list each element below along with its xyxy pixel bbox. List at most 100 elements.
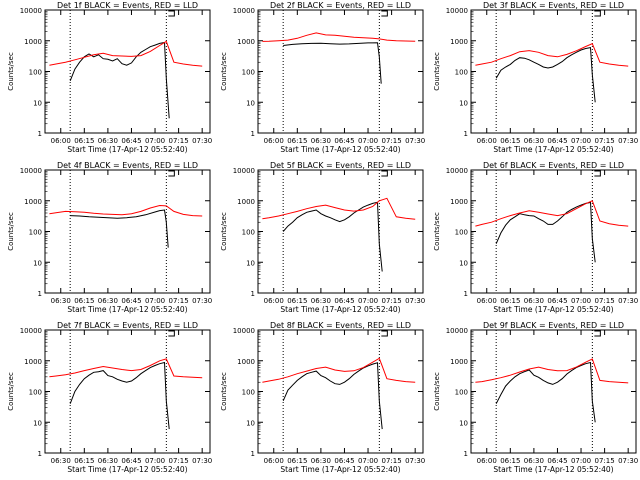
- series-line-lld: [49, 204, 203, 217]
- x-tick-label: 07:00: [571, 297, 591, 305]
- y-axis-label: Counts/sec: [7, 52, 15, 91]
- x-tick-label: 06:30: [311, 457, 331, 465]
- series-line-events: [495, 361, 596, 423]
- series-line-lld: [475, 200, 629, 227]
- chart-panel-4: Det 4f BLACK = Events, RED = LLD 1 10 100 10…: [7, 161, 212, 314]
- x-tick-label: 06:45: [121, 457, 141, 465]
- chart-panel-3: Det 3f BLACK = Events, RED = LLD 1 10 100 10…: [433, 1, 638, 154]
- x-tick-label: 06:00: [264, 457, 284, 465]
- x-tick-label: 07:00: [571, 457, 591, 465]
- y-axis-label: Counts/sec: [433, 52, 441, 91]
- x-tick-label: 06:45: [334, 457, 354, 465]
- x-tick-label: 06:00: [477, 457, 497, 465]
- y-tick-label: 10: [459, 99, 468, 107]
- y-axis-label: Counts/sec: [7, 372, 15, 411]
- series-line-lld: [475, 43, 629, 67]
- y-tick-label: 10000: [20, 7, 42, 15]
- y-tick-label: 10: [246, 259, 255, 267]
- y-tick-label: 1000: [237, 38, 255, 46]
- y-tick-label: 10: [33, 99, 42, 107]
- x-tick-label: 07:00: [145, 457, 165, 465]
- x-axis-label: Start Time (17-Apr-12 05:52:40): [280, 305, 400, 314]
- series-line-lld: [49, 40, 203, 67]
- x-tick-label: 07:00: [571, 137, 591, 145]
- x-tick-label: 06:00: [264, 297, 284, 305]
- y-tick-label: 100: [242, 389, 255, 397]
- y-tick-label: 1000: [24, 358, 42, 366]
- y-axis-label: Counts/sec: [433, 212, 441, 251]
- y-axis-label: Counts/sec: [220, 212, 228, 251]
- x-axis-label: Start Time (17-Apr-12 05:52:40): [67, 145, 187, 154]
- y-tick-label: 1000: [237, 358, 255, 366]
- x-tick-label: 07:00: [358, 457, 378, 465]
- y-tick-label: 1: [38, 290, 42, 298]
- x-axis-label: Start Time (17-Apr-12 05:52:40): [280, 145, 400, 154]
- x-tick-label: 07:15: [382, 137, 402, 145]
- x-tick-label: 07:15: [169, 297, 189, 305]
- series-line-events: [69, 41, 170, 119]
- chart-panel-2: Det 2f BLACK = Events, RED = LLD 1 10 100 10…: [220, 1, 425, 154]
- y-tick-label: 1000: [450, 358, 468, 366]
- y-tick-label: 10000: [20, 167, 42, 175]
- y-tick-label: 1: [38, 450, 42, 458]
- x-tick-label: 07:15: [169, 457, 189, 465]
- y-tick-label: 100: [455, 229, 468, 237]
- chart-panel-6: Det 6f BLACK = Events, RED = LLD 1 10 100 10…: [433, 161, 638, 314]
- chart-panel-8: Det 8f BLACK = Events, RED = LLD 1 10 100 10…: [220, 321, 425, 474]
- x-tick-label: 07:30: [192, 137, 212, 145]
- x-tick-label: 06:15: [500, 297, 520, 305]
- y-tick-label: 10: [246, 99, 255, 107]
- x-tick-label: 07:30: [405, 457, 425, 465]
- x-tick-label: 07:00: [145, 297, 165, 305]
- bracket-marker: [594, 170, 601, 177]
- y-axis-label: Counts/sec: [220, 52, 228, 91]
- x-tick-label: 06:00: [264, 137, 284, 145]
- y-tick-label: 10: [246, 419, 255, 427]
- bracket-marker: [381, 10, 388, 17]
- x-tick-label: 06:00: [477, 297, 497, 305]
- x-tick-label: 07:00: [358, 297, 378, 305]
- x-tick-label: 06:45: [334, 297, 354, 305]
- x-tick-label: 06:15: [74, 297, 94, 305]
- x-axis-label: Start Time (17-Apr-12 05:52:40): [493, 305, 613, 314]
- x-tick-label: 06:15: [500, 137, 520, 145]
- chart-panel-7: Det 7f BLACK = Events, RED = LLD 1 10 100 10…: [7, 321, 212, 474]
- x-tick-label: 06:30: [51, 297, 71, 305]
- chart-panel-1: Det 1f BLACK = Events, RED = LLD 1 10 100 10…: [7, 1, 212, 154]
- y-tick-label: 100: [29, 389, 42, 397]
- x-axis-label: Start Time (17-Apr-12 05:52:40): [67, 465, 187, 474]
- x-tick-label: 07:30: [618, 457, 638, 465]
- y-tick-label: 1: [251, 450, 255, 458]
- y-axis-label: Counts/sec: [7, 212, 15, 251]
- y-tick-label: 10000: [233, 167, 255, 175]
- x-tick-label: 07:30: [405, 137, 425, 145]
- series-line-events: [283, 42, 382, 84]
- y-tick-label: 100: [455, 69, 468, 77]
- y-tick-label: 100: [242, 69, 255, 77]
- x-tick-label: 07:15: [382, 457, 402, 465]
- series-line-events: [282, 201, 383, 272]
- chart-title: Det 8f BLACK = Events, RED = LLD: [270, 321, 411, 330]
- x-tick-label: 07:30: [192, 297, 212, 305]
- y-tick-label: 100: [242, 229, 255, 237]
- x-tick-label: 06:30: [98, 457, 118, 465]
- chart-title: Det 5f BLACK = Events, RED = LLD: [270, 161, 411, 170]
- chart-title: Det 1f BLACK = Events, RED = LLD: [57, 1, 198, 10]
- x-tick-label: 07:30: [405, 297, 425, 305]
- y-tick-label: 10000: [446, 167, 468, 175]
- bracket-marker: [594, 330, 601, 337]
- y-tick-label: 1000: [24, 38, 42, 46]
- x-tick-label: 06:45: [121, 137, 141, 145]
- chart-panel-9: Det 9f BLACK = Events, RED = LLD 1 10 100 10…: [433, 321, 638, 474]
- x-tick-label: 06:30: [51, 457, 71, 465]
- y-axis-label: Counts/sec: [433, 372, 441, 411]
- bracket-marker: [168, 10, 175, 17]
- x-tick-label: 07:30: [618, 297, 638, 305]
- y-tick-label: 1: [464, 130, 468, 138]
- x-tick-label: 06:30: [98, 137, 118, 145]
- x-tick-label: 06:15: [74, 137, 94, 145]
- x-axis-label: Start Time (17-Apr-12 05:52:40): [67, 305, 187, 314]
- y-tick-label: 1000: [450, 38, 468, 46]
- chart-title: Det 3f BLACK = Events, RED = LLD: [483, 1, 624, 10]
- y-tick-label: 1000: [24, 198, 42, 206]
